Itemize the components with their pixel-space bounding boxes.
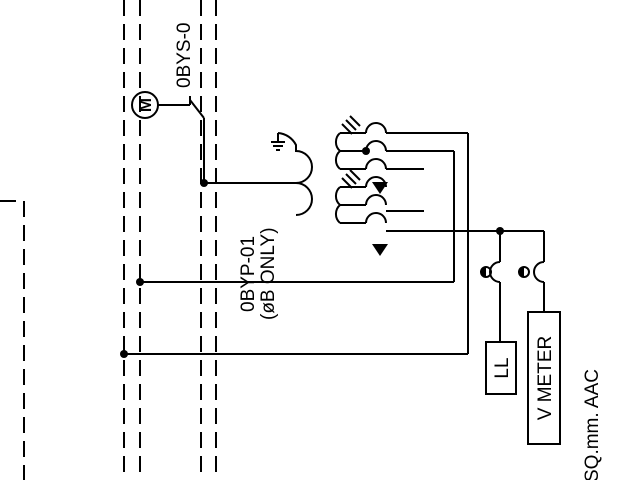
cable-note-text: SQ.mm. AAC bbox=[582, 369, 603, 480]
pt-secondary-coils bbox=[334, 132, 366, 224]
switch-tag-text: 0BYS-0 bbox=[174, 23, 195, 88]
lamp-box-label: LL bbox=[492, 357, 513, 378]
switch-contact bbox=[189, 96, 205, 183]
device-fuses bbox=[480, 261, 545, 342]
lamp-box: LL bbox=[485, 341, 517, 395]
motor-icon: M bbox=[131, 91, 190, 119]
bus-conductors bbox=[120, 278, 468, 358]
cable-note-label: SQ.mm. AAC bbox=[582, 369, 603, 480]
ground-icon bbox=[341, 115, 361, 189]
secondary-conductors bbox=[386, 132, 545, 354]
enclosure-dashed-lines bbox=[123, 0, 217, 480]
fuse-links bbox=[362, 122, 388, 256]
motor-symbol-text: M bbox=[136, 98, 155, 112]
pt-tag-label: 0BYP-01 bbox=[238, 236, 259, 312]
voltmeter-box-label: V METER bbox=[535, 336, 556, 420]
pt-tag-text: 0BYP-01 bbox=[238, 236, 259, 312]
pt-primary-coil bbox=[200, 132, 313, 216]
voltmeter-box: V METER bbox=[527, 311, 561, 445]
pt-note-text: (øB ONLY) bbox=[258, 227, 279, 320]
switch-tag-label: 0BYS-0 bbox=[174, 23, 195, 88]
pt-note-label: (øB ONLY) bbox=[258, 227, 279, 320]
left-enclosure-dashed bbox=[0, 200, 25, 480]
